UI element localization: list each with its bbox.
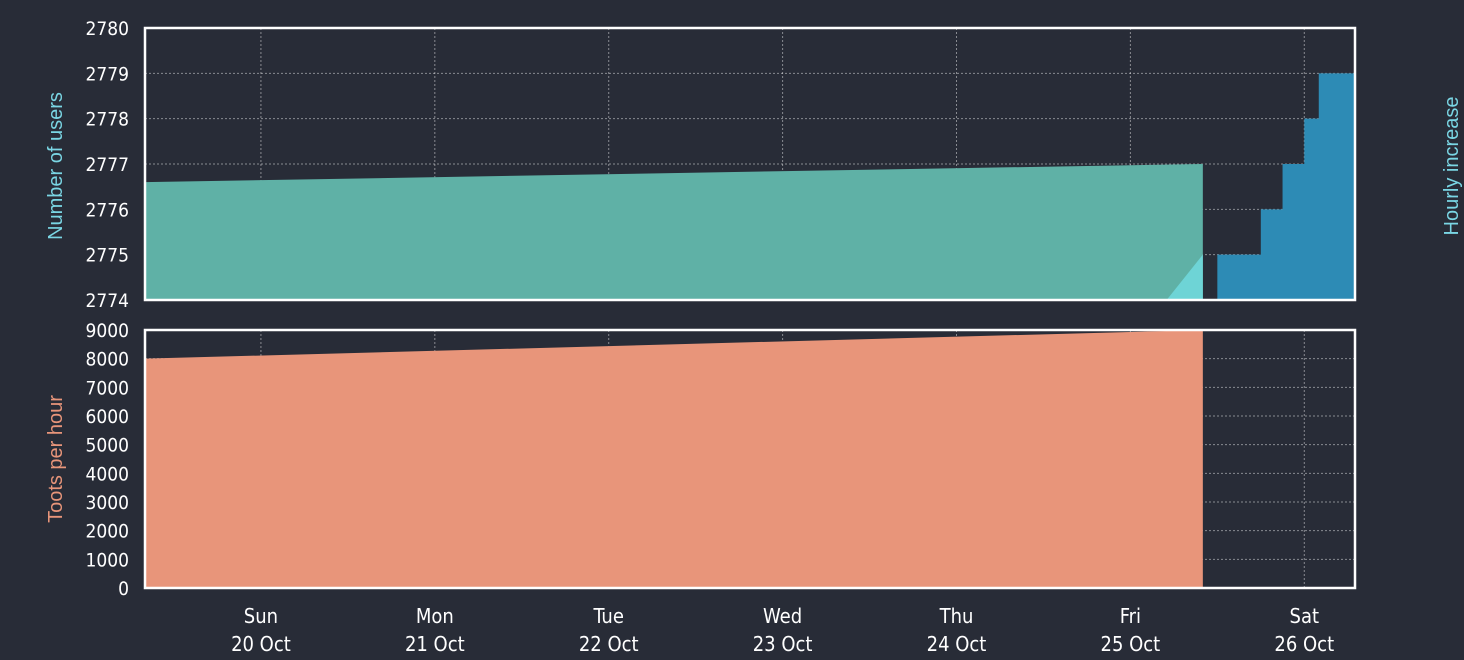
toots-area — [145, 330, 1203, 588]
users-panel: 2774 2775 2776 2777 2778 2779 2780 Number of u… — [45, 18, 1463, 312]
toots-series — [145, 330, 1203, 588]
x-tick-date: 21 Oct — [405, 632, 465, 656]
x-tick-day: Thu — [939, 604, 974, 628]
users-y-tick-label: 2774 — [86, 290, 130, 312]
users-y-tick-label: 2780 — [86, 18, 130, 40]
x-tick-day: Tue — [592, 604, 623, 628]
users-area — [145, 164, 1203, 300]
users-series — [145, 73, 1355, 300]
toots-y-tick-label: 2000 — [86, 521, 130, 543]
x-tick-date: 22 Oct — [579, 632, 639, 656]
toots-y-axis-label: Toots per hour — [45, 395, 67, 523]
x-tick-day: Mon — [416, 604, 454, 628]
x-tick-date: 26 Oct — [1274, 632, 1334, 656]
toots-y-tick-label: 8000 — [86, 349, 130, 371]
toots-y-ticks: 0 1000 2000 3000 4000 5000 6000 7000 8000 9000 — [86, 320, 130, 600]
users-y-tick-label: 2778 — [86, 109, 130, 131]
x-tick-day: Wed — [763, 604, 802, 628]
x-tick-date: 24 Oct — [927, 632, 987, 656]
users-plot-frame — [143, 26, 1357, 302]
x-axis-ticks: Sun 20 Oct Mon 21 Oct Tue 22 Oct Wed 23 Oct Thu 2… — [231, 604, 1334, 656]
toots-y-tick-label: 1000 — [86, 549, 130, 571]
toots-plot-frame — [143, 328, 1357, 590]
users-y-tick-label: 2776 — [86, 199, 130, 221]
hourly-increase-area — [1210, 73, 1355, 300]
toots-y-tick-label: 7000 — [86, 377, 130, 399]
users-y-ticks: 2774 2775 2776 2777 2778 2779 2780 — [86, 18, 130, 312]
toots-panel: 0 1000 2000 3000 4000 5000 6000 7000 8000 9000 To… — [45, 320, 1357, 600]
x-tick-day: Sat — [1290, 604, 1320, 628]
toots-y-tick-label: 3000 — [86, 492, 130, 514]
toots-y-tick-label: 4000 — [86, 463, 130, 485]
users-y-tick-label: 2775 — [86, 245, 130, 267]
toots-y-tick-label: 9000 — [86, 320, 130, 342]
users-y-tick-label: 2777 — [86, 154, 130, 176]
users-transition-wedge — [1166, 254, 1203, 300]
hourly-increase-axis-label: Hourly increase — [1441, 97, 1463, 236]
x-tick-day: Sun — [244, 604, 278, 628]
x-tick-day: Fri — [1120, 604, 1141, 628]
users-y-tick-label: 2779 — [86, 63, 130, 85]
x-tick-date: 25 Oct — [1101, 632, 1161, 656]
users-y-axis-label: Number of users — [45, 92, 67, 240]
toots-y-tick-label: 5000 — [86, 435, 130, 457]
toots-y-tick-label: 0 — [118, 578, 129, 600]
x-tick-date: 20 Oct — [231, 632, 291, 656]
toots-y-tick-label: 6000 — [86, 406, 130, 428]
x-tick-date: 23 Oct — [753, 632, 813, 656]
